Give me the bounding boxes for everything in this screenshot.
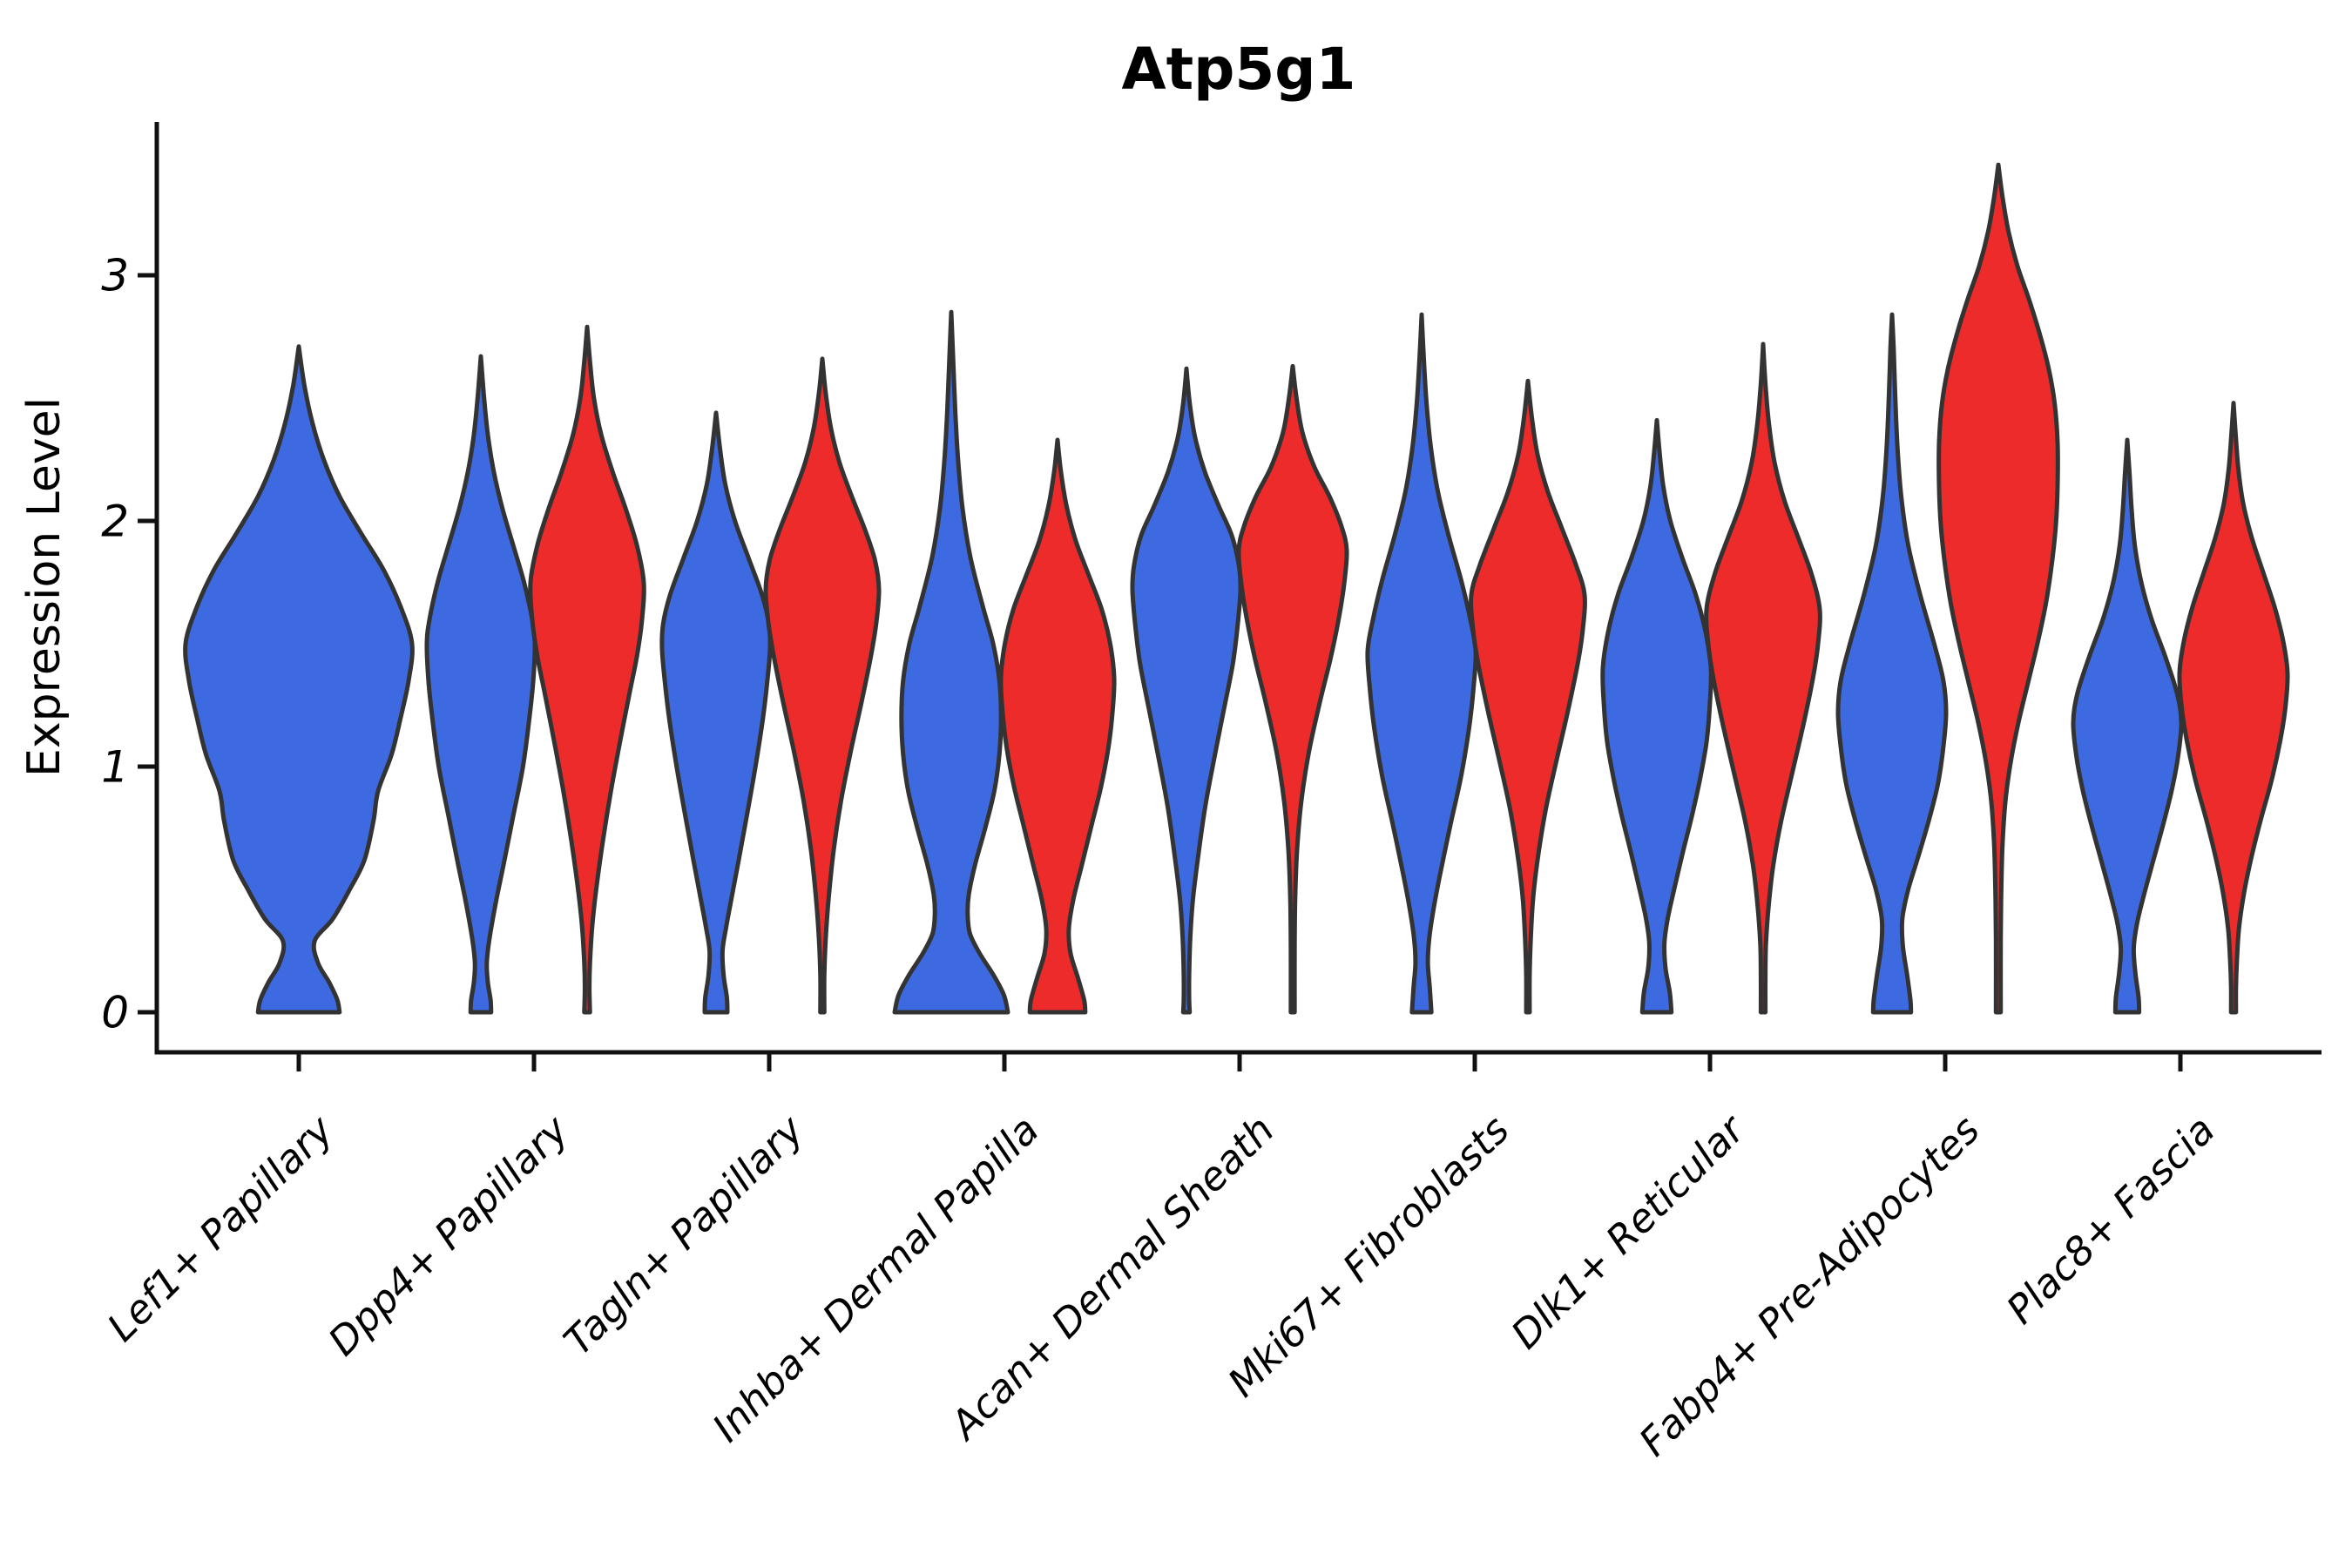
y-tick-label: 0: [101, 988, 129, 1038]
violin-fabp4-pre-adipocytes-blue: [1835, 312, 1949, 1015]
x-tick-label-plac8-fascia: Plac8+ Fascia: [1997, 1106, 2224, 1333]
violin-mki67-fibroblasts-red: [1469, 378, 1587, 1015]
chart-title: Atp5g1: [1122, 36, 1356, 103]
y-tick-label: 1: [101, 742, 129, 793]
violin-lef1-papillary-blue: [183, 344, 415, 1015]
violins-layer: [183, 162, 2290, 1015]
violin-tagln-papillary-red: [763, 356, 882, 1015]
violin-acan-dermal-sheath-red: [1236, 363, 1349, 1015]
violin-inhba-dermal-papilla-red: [998, 437, 1117, 1015]
violin-mki67-fibroblasts-blue: [1365, 312, 1478, 1015]
x-tick-label-dlk1-reticular: Dlk1+ Reticular: [1502, 1105, 1754, 1358]
y-axis-label: Expression Level: [18, 397, 71, 777]
violin-fabp4-pre-adipocytes-red: [1936, 162, 2060, 1015]
violin-dpp4-papillary-red: [528, 324, 646, 1015]
violin-plac8-fascia-blue: [2071, 437, 2184, 1015]
violin-tagln-papillary-blue: [659, 410, 773, 1015]
y-tick-label: 3: [101, 251, 129, 301]
violin-acan-dermal-sheath-blue: [1130, 366, 1243, 1015]
violin-dlk1-reticular-red: [1704, 341, 1822, 1015]
violin-plac8-fascia-red: [2177, 401, 2290, 1015]
violin-dlk1-reticular-blue: [1600, 417, 1713, 1015]
x-tick-label-tagln-papillary: Tagln+ Papillary: [555, 1105, 814, 1364]
y-tick-label: 2: [101, 497, 129, 547]
x-tick-label-lef1-papillary: Lef1+ Papillary: [98, 1105, 343, 1350]
violin-inhba-dermal-papilla-blue: [892, 309, 1010, 1015]
x-tick-label-dpp4-papillary: Dpp4+ Papillary: [320, 1105, 578, 1364]
violin-dpp4-papillary-blue: [424, 354, 537, 1015]
